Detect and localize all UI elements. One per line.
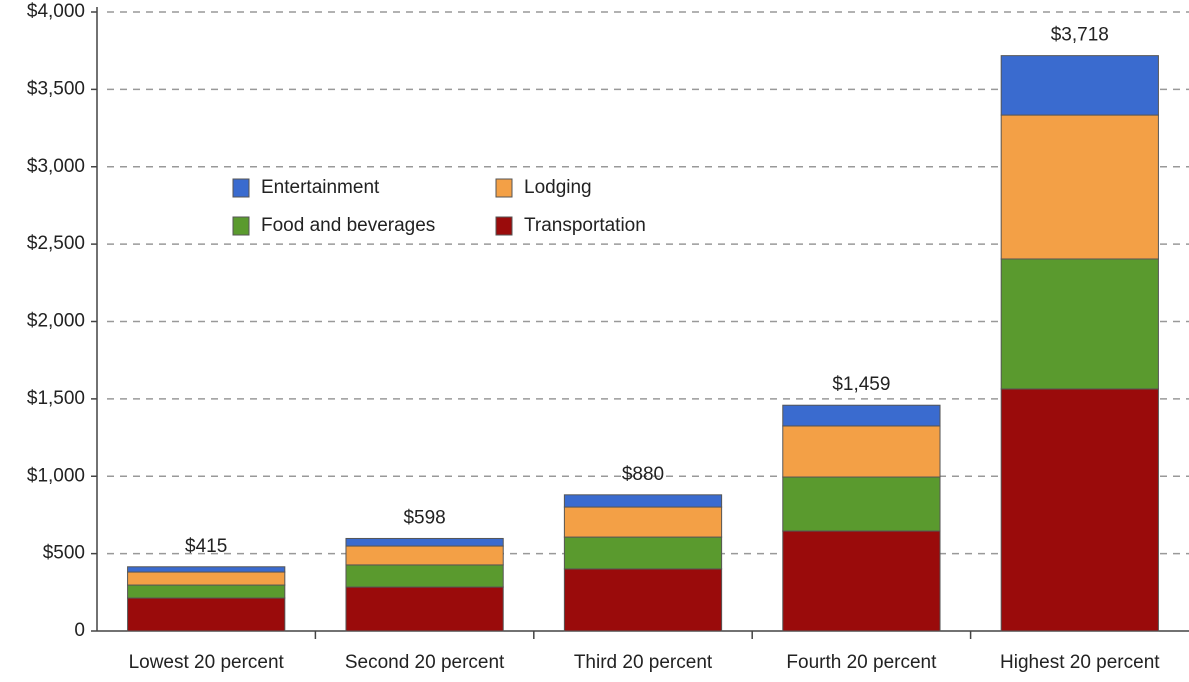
y-tick-label: $4,000 — [27, 1, 85, 22]
total-label: $1,459 — [832, 374, 890, 395]
y-tick-label: $3,000 — [27, 156, 85, 177]
bar-segment — [782, 425, 941, 478]
bar-segment — [345, 537, 504, 547]
bar-segment — [345, 564, 504, 588]
y-tick-label: $3,500 — [27, 78, 85, 99]
y-tick-label: $2,500 — [27, 233, 85, 254]
bar-segment — [782, 404, 941, 427]
x-tick-label: Highest 20 percent — [1000, 652, 1160, 673]
legend-swatch — [495, 178, 513, 198]
y-tick-label: $500 — [43, 543, 85, 564]
bar-segment — [345, 586, 504, 632]
legend-swatch — [232, 216, 250, 236]
bar-segment — [1000, 55, 1159, 116]
x-tick-label: Third 20 percent — [574, 652, 713, 673]
bar-segment — [563, 568, 723, 632]
bar-segment — [782, 476, 941, 532]
bar-segment — [1000, 258, 1159, 390]
x-tick-label: Lowest 20 percent — [129, 652, 285, 673]
legend-label: Transportation — [524, 215, 646, 236]
bar-segment — [127, 584, 286, 599]
legend-label: Food and beverages — [261, 215, 435, 236]
total-label: $598 — [403, 507, 445, 528]
bar-segment — [563, 506, 723, 538]
bar-segment — [1000, 114, 1159, 260]
legend-swatch — [495, 216, 513, 236]
bar-segment — [563, 536, 723, 570]
bar-segment — [345, 545, 504, 566]
bar-segment — [127, 571, 286, 586]
total-label: $415 — [185, 536, 227, 557]
total-label: $3,718 — [1051, 25, 1109, 46]
legend-swatch — [232, 178, 250, 198]
legend-label: Entertainment — [261, 177, 380, 198]
bar-segment — [782, 530, 941, 632]
bar-segment — [127, 566, 286, 573]
bar-segment — [127, 597, 286, 632]
bar-segment — [1000, 388, 1159, 632]
y-tick-label: 0 — [74, 620, 85, 641]
y-tick-label: $1,500 — [27, 388, 85, 409]
x-tick-label: Second 20 percent — [345, 652, 505, 673]
total-label: $880 — [622, 464, 664, 485]
legend-label: Lodging — [524, 177, 592, 198]
bar-segment — [563, 494, 723, 508]
x-tick-label: Fourth 20 percent — [786, 652, 937, 673]
y-tick-label: $1,000 — [27, 465, 85, 486]
y-tick-label: $2,000 — [27, 311, 85, 332]
